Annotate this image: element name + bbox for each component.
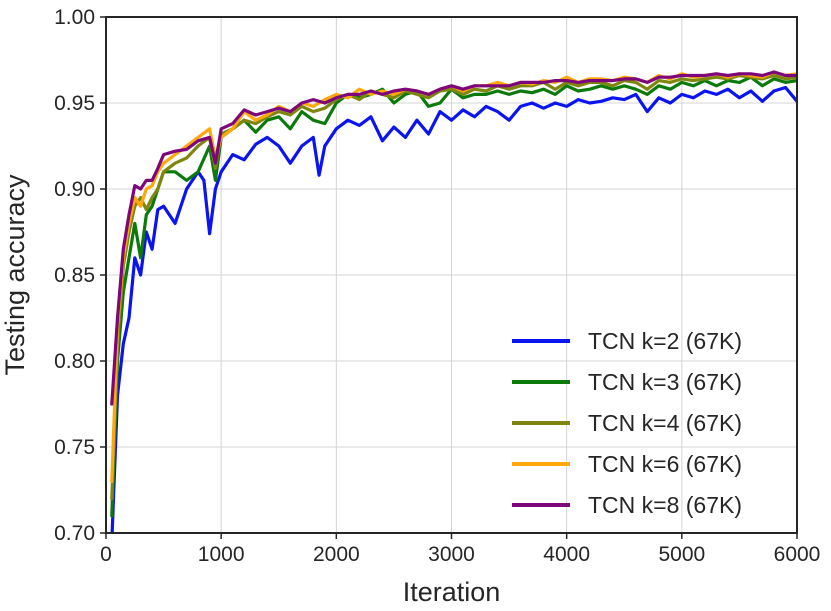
y-axis-label: Testing accuracy xyxy=(0,174,30,376)
series-line-k2 xyxy=(110,85,797,533)
axis-ticks: 0 1000 2000 3000 4000 5000 6000 0.70 0.75 0.80 0.8… xyxy=(54,6,820,566)
x-axis-label: Iteration xyxy=(403,577,501,606)
x-tick-label: 5000 xyxy=(658,543,705,566)
x-tick-label: 0 xyxy=(100,543,112,566)
series-line-k3 xyxy=(110,75,797,518)
legend-item: TCN k=3 (67K) xyxy=(512,369,742,395)
y-tick-label: 0.90 xyxy=(54,178,95,201)
x-tick-label: 4000 xyxy=(543,543,590,566)
legend: TCN k=2 (67K) TCN k=3 (67K) TCN k=4 (67K) T… xyxy=(512,328,742,518)
legend-item: TCN k=6 (67K) xyxy=(512,451,742,477)
series-group xyxy=(110,70,797,533)
legend-item: TCN k=8 (67K) xyxy=(512,492,742,518)
legend-item: TCN k=4 (67K) xyxy=(512,410,742,436)
y-tick-label: 0.85 xyxy=(54,264,95,287)
y-tick-label: 0.75 xyxy=(54,436,95,459)
x-tick-label: 1000 xyxy=(198,543,245,566)
legend-label: TCN k=6 (67K) xyxy=(588,451,742,477)
y-tick-label: 0.80 xyxy=(54,350,95,373)
legend-label: TCN k=4 (67K) xyxy=(588,410,742,436)
y-tick-label: 1.00 xyxy=(54,6,95,29)
y-tick-label: 0.70 xyxy=(54,522,95,545)
x-tick-label: 2000 xyxy=(313,543,360,566)
x-tick-label: 3000 xyxy=(428,543,475,566)
legend-label: TCN k=8 (67K) xyxy=(588,492,742,518)
series-line-k8 xyxy=(110,70,797,406)
legend-item: TCN k=2 (67K) xyxy=(512,328,742,354)
legend-label: TCN k=2 (67K) xyxy=(588,328,742,354)
legend-label: TCN k=3 (67K) xyxy=(588,369,742,395)
series-line-k4 xyxy=(110,73,797,501)
x-tick-label: 6000 xyxy=(774,543,821,566)
y-tick-label: 0.95 xyxy=(54,92,95,115)
